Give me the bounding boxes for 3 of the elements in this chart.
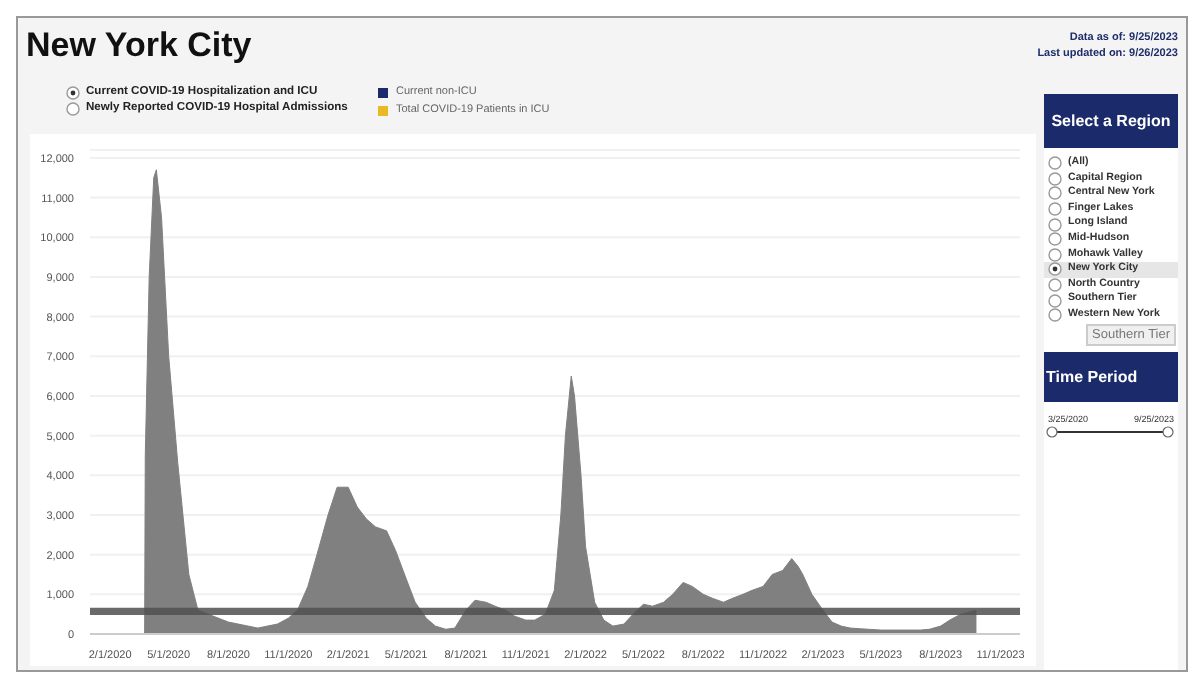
text: Time Period [1044,351,1178,402]
chart-title: New York City [26,26,252,66]
text: Select a Region [1044,94,1178,148]
